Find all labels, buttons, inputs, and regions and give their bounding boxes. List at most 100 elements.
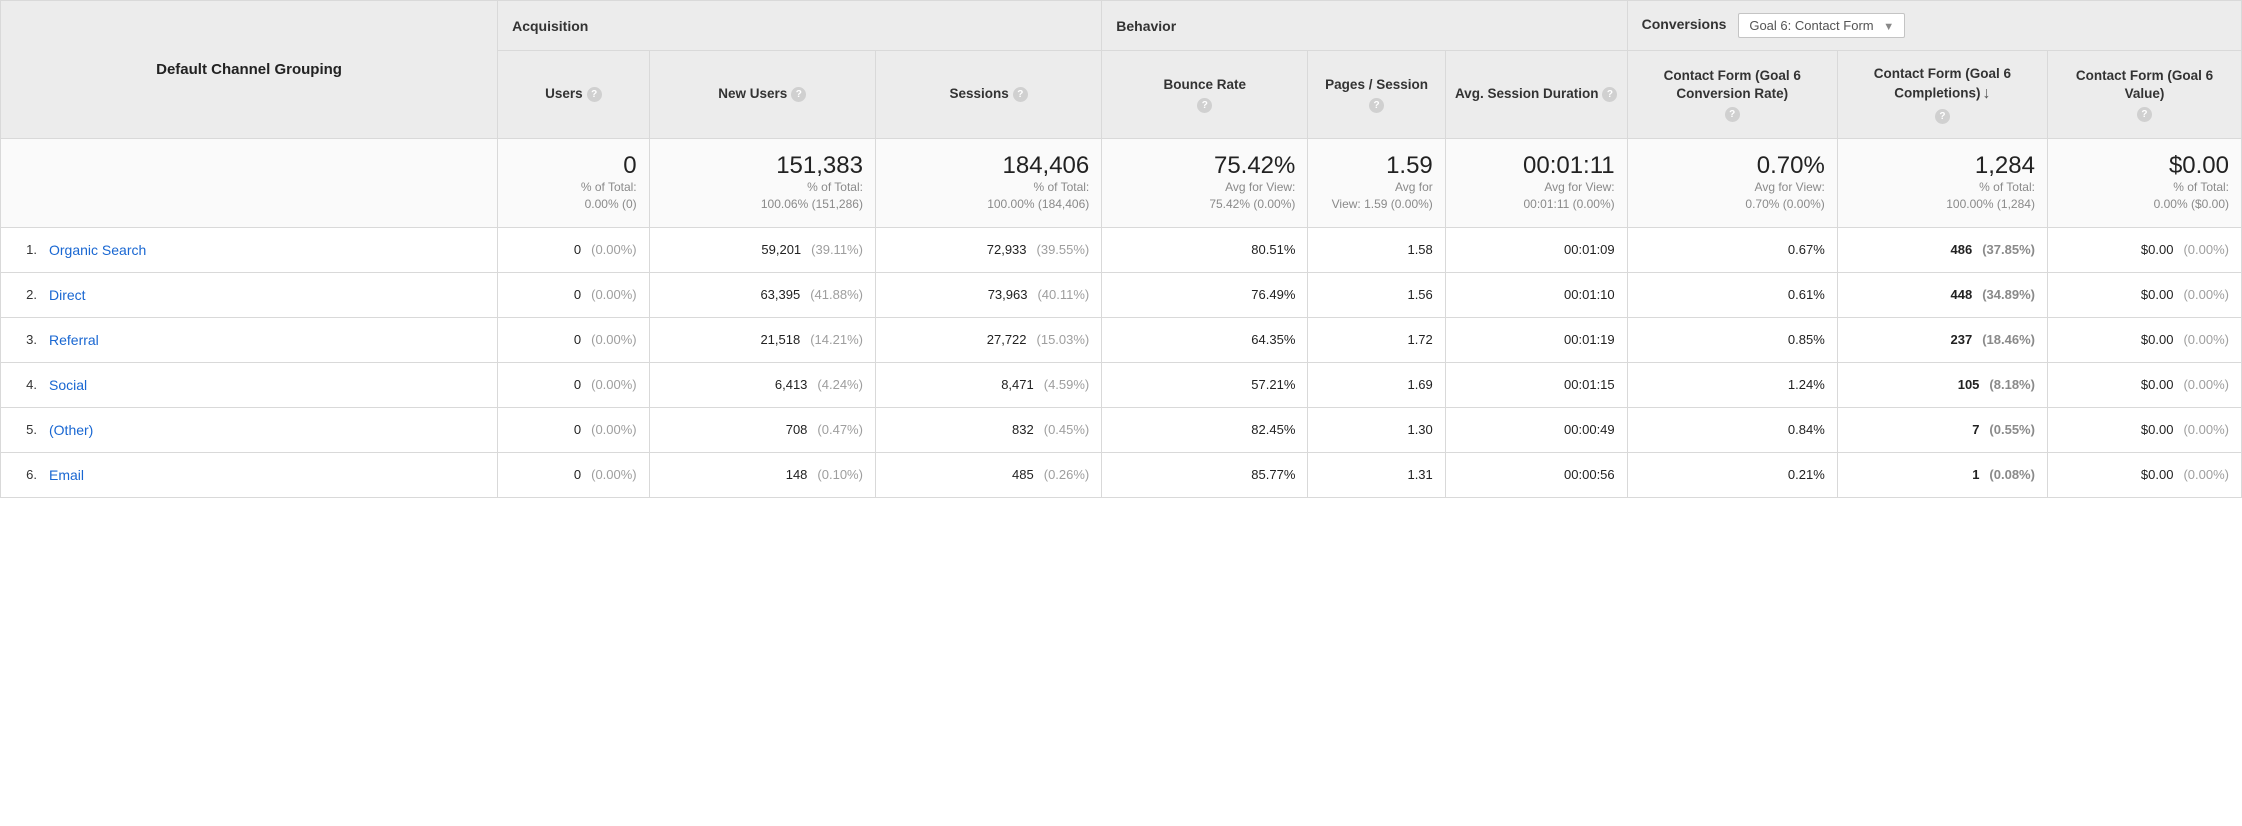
dimension-cell: 2.Direct <box>1 272 498 317</box>
help-icon[interactable]: ? <box>1197 98 1212 113</box>
caret-down-icon: ▼ <box>1883 21 1894 33</box>
metric-cell: 7(0.55%) <box>1837 407 2047 452</box>
metric-cell: 0.21% <box>1627 452 1837 497</box>
metric-cell: 76.49% <box>1102 272 1308 317</box>
col-pages-session[interactable]: Pages / Session? <box>1308 51 1445 139</box>
col-users[interactable]: Users? <box>498 51 650 139</box>
col-sessions[interactable]: Sessions? <box>875 51 1101 139</box>
help-icon[interactable]: ? <box>1725 107 1740 122</box>
metric-cell: 00:01:09 <box>1445 227 1627 272</box>
col-conv-rate[interactable]: Contact Form (Goal 6 Conversion Rate)? <box>1627 51 1837 139</box>
metric-cell: $0.00(0.00%) <box>2047 317 2241 362</box>
help-icon[interactable]: ? <box>1935 109 1950 124</box>
col-completions[interactable]: Contact Form (Goal 6 Completions)↓? <box>1837 51 2047 139</box>
dimension-cell: 1.Organic Search <box>1 227 498 272</box>
help-icon[interactable]: ? <box>1602 87 1617 102</box>
analytics-table: Default Channel Grouping Acquisition Beh… <box>0 0 2242 498</box>
metric-cell: $0.00(0.00%) <box>2047 272 2241 317</box>
metric-cell: 00:01:10 <box>1445 272 1627 317</box>
table-row: 4.Social0(0.00%)6,413(4.24%)8,471(4.59%)… <box>1 362 2242 407</box>
metric-cell: 59,201(39.11%) <box>649 227 875 272</box>
table-row: 6.Email0(0.00%)148(0.10%)485(0.26%)85.77… <box>1 452 2242 497</box>
help-icon[interactable]: ? <box>791 87 806 102</box>
totals-completions: 1,284 % of Total: 100.00% (1,284) <box>1837 138 2047 227</box>
totals-new-users: 151,383 % of Total: 100.06% (151,286) <box>649 138 875 227</box>
metric-cell: 0(0.00%) <box>498 317 650 362</box>
col-new-users[interactable]: New Users? <box>649 51 875 139</box>
metric-cell: 63,395(41.88%) <box>649 272 875 317</box>
help-icon[interactable]: ? <box>587 87 602 102</box>
dimension-label: Default Channel Grouping <box>156 61 342 78</box>
dimension-cell: 6.Email <box>1 452 498 497</box>
metric-cell: 832(0.45%) <box>875 407 1101 452</box>
channel-link[interactable]: Direct <box>45 273 497 317</box>
metric-cell: 0(0.00%) <box>498 272 650 317</box>
dimension-header[interactable]: Default Channel Grouping <box>1 1 498 139</box>
channel-link[interactable]: Email <box>45 453 497 497</box>
metric-cell: 485(0.26%) <box>875 452 1101 497</box>
goal-select-dropdown[interactable]: Goal 6: Contact Form ▼ <box>1738 13 1905 38</box>
metric-cell: $0.00(0.00%) <box>2047 362 2241 407</box>
metric-cell: 1.24% <box>1627 362 1837 407</box>
metric-cell: 1(0.08%) <box>1837 452 2047 497</box>
col-goal-value[interactable]: Contact Form (Goal 6 Value)? <box>2047 51 2241 139</box>
row-index: 1. <box>1 228 45 272</box>
table-row: 5.(Other)0(0.00%)708(0.47%)832(0.45%)82.… <box>1 407 2242 452</box>
group-conversions: Conversions Goal 6: Contact Form ▼ <box>1627 1 2241 51</box>
metric-cell: 6,413(4.24%) <box>649 362 875 407</box>
dimension-cell: 3.Referral <box>1 317 498 362</box>
totals-goal-value: $0.00 % of Total: 0.00% ($0.00) <box>2047 138 2241 227</box>
metric-cell: 0(0.00%) <box>498 227 650 272</box>
metric-cell: 0.84% <box>1627 407 1837 452</box>
table-row: 2.Direct0(0.00%)63,395(41.88%)73,963(40.… <box>1 272 2242 317</box>
metric-cell: 85.77% <box>1102 452 1308 497</box>
totals-avg-duration: 00:01:11 Avg for View: 00:01:11 (0.00%) <box>1445 138 1627 227</box>
metric-cell: 80.51% <box>1102 227 1308 272</box>
group-acquisition: Acquisition <box>498 1 1102 51</box>
metric-cell: 00:01:19 <box>1445 317 1627 362</box>
channel-link[interactable]: Social <box>45 363 497 407</box>
metric-cell: 8,471(4.59%) <box>875 362 1101 407</box>
totals-pages-session: 1.59 Avg for View: 1.59 (0.00%) <box>1308 138 1445 227</box>
metric-cell: 64.35% <box>1102 317 1308 362</box>
metric-cell: 486(37.85%) <box>1837 227 2047 272</box>
metric-cell: 00:00:49 <box>1445 407 1627 452</box>
metric-cell: 72,933(39.55%) <box>875 227 1101 272</box>
help-icon[interactable]: ? <box>1369 98 1384 113</box>
metric-cell: 21,518(14.21%) <box>649 317 875 362</box>
metric-cell: 708(0.47%) <box>649 407 875 452</box>
col-bounce-rate[interactable]: Bounce Rate? <box>1102 51 1308 139</box>
metric-cell: 105(8.18%) <box>1837 362 2047 407</box>
metric-cell: 0(0.00%) <box>498 452 650 497</box>
row-index: 2. <box>1 273 45 317</box>
metric-cell: 1.56 <box>1308 272 1445 317</box>
metric-cell: 0(0.00%) <box>498 407 650 452</box>
metric-cell: 1.31 <box>1308 452 1445 497</box>
col-avg-duration[interactable]: Avg. Session Duration? <box>1445 51 1627 139</box>
channel-link[interactable]: (Other) <box>45 408 497 452</box>
group-behavior: Behavior <box>1102 1 1627 51</box>
metric-cell: 237(18.46%) <box>1837 317 2047 362</box>
table-row: 3.Referral0(0.00%)21,518(14.21%)27,722(1… <box>1 317 2242 362</box>
dimension-cell: 5.(Other) <box>1 407 498 452</box>
row-index: 5. <box>1 408 45 452</box>
totals-dim-cell <box>1 138 498 227</box>
table-row: 1.Organic Search0(0.00%)59,201(39.11%)72… <box>1 227 2242 272</box>
channel-link[interactable]: Referral <box>45 318 497 362</box>
metric-cell: 0(0.00%) <box>498 362 650 407</box>
metric-cell: 148(0.10%) <box>649 452 875 497</box>
metric-cell: 82.45% <box>1102 407 1308 452</box>
totals-row: 0 % of Total: 0.00% (0) 151,383 % of Tot… <box>1 138 2242 227</box>
metric-cell: $0.00(0.00%) <box>2047 407 2241 452</box>
metric-cell: 448(34.89%) <box>1837 272 2047 317</box>
metric-cell: 0.85% <box>1627 317 1837 362</box>
help-icon[interactable]: ? <box>1013 87 1028 102</box>
metric-cell: 1.30 <box>1308 407 1445 452</box>
row-index: 4. <box>1 363 45 407</box>
metric-cell: $0.00(0.00%) <box>2047 452 2241 497</box>
totals-bounce-rate: 75.42% Avg for View: 75.42% (0.00%) <box>1102 138 1308 227</box>
metric-cell: 00:00:56 <box>1445 452 1627 497</box>
totals-users: 0 % of Total: 0.00% (0) <box>498 138 650 227</box>
help-icon[interactable]: ? <box>2137 107 2152 122</box>
channel-link[interactable]: Organic Search <box>45 228 497 272</box>
